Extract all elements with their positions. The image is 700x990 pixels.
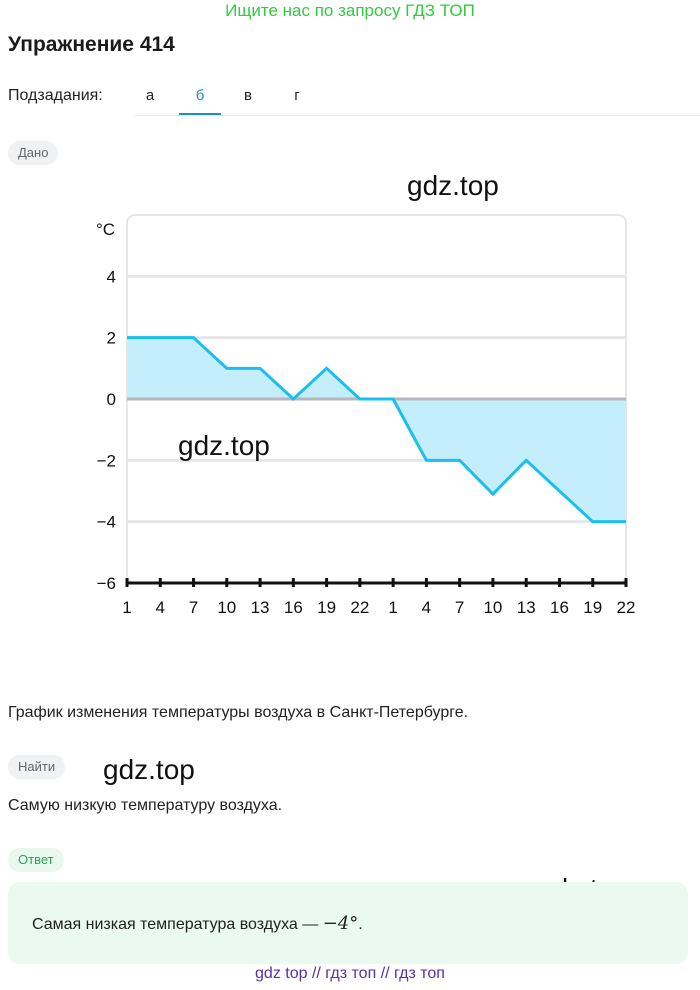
x-tick-label: 4 — [156, 598, 165, 617]
find-badge: Найти — [8, 755, 66, 779]
watermark: gdz.top — [178, 430, 270, 461]
y-axis-unit-label: °C — [96, 220, 115, 239]
x-axis-labels: 1 4 7 10 13 16 19 22 1 4 7 10 13 16 19 22 — [122, 598, 635, 617]
y-tick-label: 4 — [107, 267, 116, 286]
tab-v[interactable]: в — [244, 87, 252, 104]
temperature-chart: 4 2 0 −2 −4 −6 1 4 7 10 13 16 19 22 1 4 7 10 13 16 19 22 °C — [96, 214, 635, 617]
page-title: Упражнение 414 — [8, 33, 175, 56]
y-axis-labels: 4 2 0 −2 −4 −6 — [97, 267, 116, 593]
y-tick-label: −2 — [97, 451, 116, 470]
answer-period: . — [358, 916, 363, 933]
subtasks-nav: Подзадания: а б в г — [8, 84, 700, 116]
promo-banner[interactable]: Ищите нас по запросу ГДЗ ТОП — [225, 1, 475, 20]
x-tick-label: 13 — [517, 598, 536, 617]
x-tick-label: 16 — [284, 598, 303, 617]
y-tick-label: 2 — [107, 329, 116, 348]
x-tick-label: 1 — [388, 598, 397, 617]
x-tick-label: 22 — [617, 598, 636, 617]
x-axis — [125, 578, 628, 587]
footer-links[interactable]: gdz top // гдз топ // гдз топ — [255, 965, 445, 982]
y-tick-label: −4 — [97, 513, 116, 532]
given-badge: Дано — [8, 141, 59, 165]
y-tick-label: 0 — [107, 390, 116, 409]
find-text: Самую низкую температуру воздуха. — [8, 797, 283, 814]
answer-text: Самая низкая температура воздуха — −4°. — [32, 913, 363, 934]
chart-caption: График изменения температуры воздуха в С… — [8, 704, 469, 721]
temperature-area-fill — [127, 337, 626, 522]
answer-value: −4° — [322, 913, 359, 934]
x-tick-label: 22 — [350, 598, 369, 617]
watermark: gdz.top — [407, 170, 499, 201]
x-tick-label: 19 — [583, 598, 602, 617]
temperature-series-line — [127, 336, 626, 524]
answer-sentence: Самая низкая температура воздуха — — [32, 916, 323, 933]
x-tick-label: 4 — [422, 598, 431, 617]
answer-box: Самая низкая температура воздуха — −4°. — [8, 882, 688, 964]
x-tick-label: 10 — [217, 598, 236, 617]
y-tick-label: −6 — [97, 574, 116, 593]
answer-badge: Ответ — [8, 848, 64, 872]
x-tick-label: 7 — [455, 598, 464, 617]
x-tick-label: 10 — [483, 598, 502, 617]
tab-g[interactable]: г — [294, 87, 300, 104]
x-tick-label: 16 — [550, 598, 569, 617]
x-tick-label: 19 — [317, 598, 336, 617]
x-tick-label: 7 — [189, 598, 198, 617]
x-tick-label: 13 — [251, 598, 270, 617]
tab-b[interactable]: б — [179, 84, 221, 115]
subtasks-label: Подзадания: — [8, 87, 103, 104]
tabs-divider — [135, 115, 700, 116]
tab-a[interactable]: а — [145, 87, 155, 104]
watermark: gdz.top — [103, 754, 195, 785]
x-tick-label: 1 — [122, 598, 131, 617]
